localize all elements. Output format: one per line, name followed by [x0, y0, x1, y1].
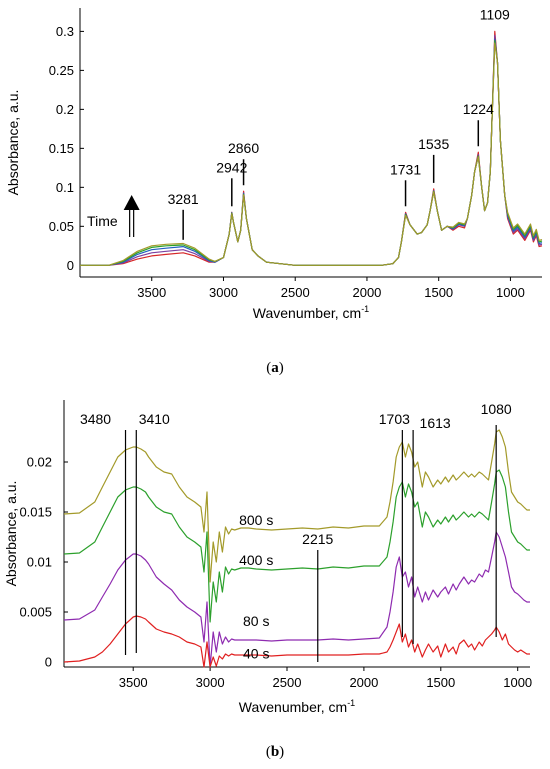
chart-a-annotation-label: 1224	[463, 101, 494, 117]
chartb-y-axis-label: Absorbance, a.u.	[3, 481, 19, 587]
chart-b-series-label: 800 s	[239, 512, 273, 528]
chartb-x-tick-label: 1000	[503, 675, 532, 690]
time-arrow-label: Time	[87, 213, 118, 229]
chart-a-annotation-label: 1109	[480, 6, 510, 22]
panel-label-a: (a)	[266, 360, 284, 376]
chartb-y-tick-label: 0.01	[27, 555, 52, 570]
chartb-y-tick-label: 0.005	[19, 605, 52, 620]
charta-x-tick-label: 2500	[281, 285, 310, 300]
charta-y-tick-label: 0.15	[49, 141, 74, 156]
charta-y-tick-label: 0.2	[56, 102, 74, 117]
chart-b-marker-label: 1703	[379, 411, 410, 427]
chart-b-series-label: 80 s	[243, 613, 269, 629]
chartb-series-line-3	[63, 615, 530, 668]
chart-b-series-label: 400 s	[239, 552, 273, 568]
charta-y-axis-label: Absorbance, a.u.	[5, 90, 21, 196]
chartb-y-tick-label: 0.02	[27, 455, 52, 470]
charta-x-tick-label: 3500	[137, 285, 166, 300]
charta-y-tick-label: 0.05	[49, 219, 74, 234]
charta-series-line-4	[80, 42, 543, 266]
chart-b-marker-label: 1613	[420, 415, 451, 431]
chartb-series-line-2	[63, 531, 530, 668]
chart-a-annotation-label: 2860	[228, 140, 259, 156]
charta-x-axis-label: Wavenumber, cm-1	[253, 304, 369, 321]
charta-series-line-3	[80, 40, 543, 266]
chartb-x-tick-label: 2500	[273, 675, 302, 690]
chartb-series-line-0	[63, 429, 530, 583]
chartb-x-tick-label: 2000	[349, 675, 378, 690]
charta-x-tick-label: 2000	[352, 285, 381, 300]
chart-b-series-label: 40 s	[243, 646, 269, 662]
chart-b-marker-label: 2215	[302, 531, 333, 547]
chart-a-annotation-label: 2942	[216, 159, 247, 175]
charta-series-line-2	[80, 38, 543, 266]
chartb-y-tick-label: 0.015	[19, 505, 52, 520]
charta-series-line-0	[80, 30, 543, 266]
chart-b-marker-label: 3480	[80, 411, 111, 427]
charta-y-tick-label: 0.3	[56, 24, 74, 39]
charta-x-tick-label: 1000	[496, 285, 525, 300]
charta-series-line-1	[80, 34, 543, 266]
charta-x-tick-label: 3000	[209, 285, 238, 300]
chart-a-annotation-label: 1535	[418, 136, 449, 152]
chart-panel-b: 0 0.005 0.01 0.015 0.02 3500 3000 2500 2000 1500 1…	[3, 400, 532, 715]
charta-y-tick-label: 0.1	[56, 180, 74, 195]
charta-y-tick-label: 0.25	[49, 63, 74, 78]
time-arrow-icon	[123, 195, 140, 210]
chart-b-marker-label: 1080	[481, 401, 512, 417]
chart-b-marker-label: 3410	[139, 411, 170, 427]
chart-panel-a: 0 0.05 0.1 0.15 0.2 0.25 0.3 3500 3000 2500 2000 15…	[5, 6, 543, 321]
chartb-x-tick-label: 3000	[196, 675, 225, 690]
charta-y-tick-label: 0	[67, 258, 74, 273]
panel-label-b: (b)	[266, 744, 284, 760]
chart-a-annotation-label: 3281	[168, 191, 199, 207]
chartb-y-tick-label: 0	[45, 655, 52, 670]
charta-x-tick-label: 1500	[424, 285, 453, 300]
chartb-x-tick-label: 3500	[119, 675, 148, 690]
chartb-series-line-1	[63, 469, 530, 623]
chartb-x-tick-label: 1500	[426, 675, 455, 690]
chartb-x-axis-label: Wavenumber, cm-1	[239, 698, 355, 715]
chart-a-annotation-label: 1731	[390, 161, 421, 177]
